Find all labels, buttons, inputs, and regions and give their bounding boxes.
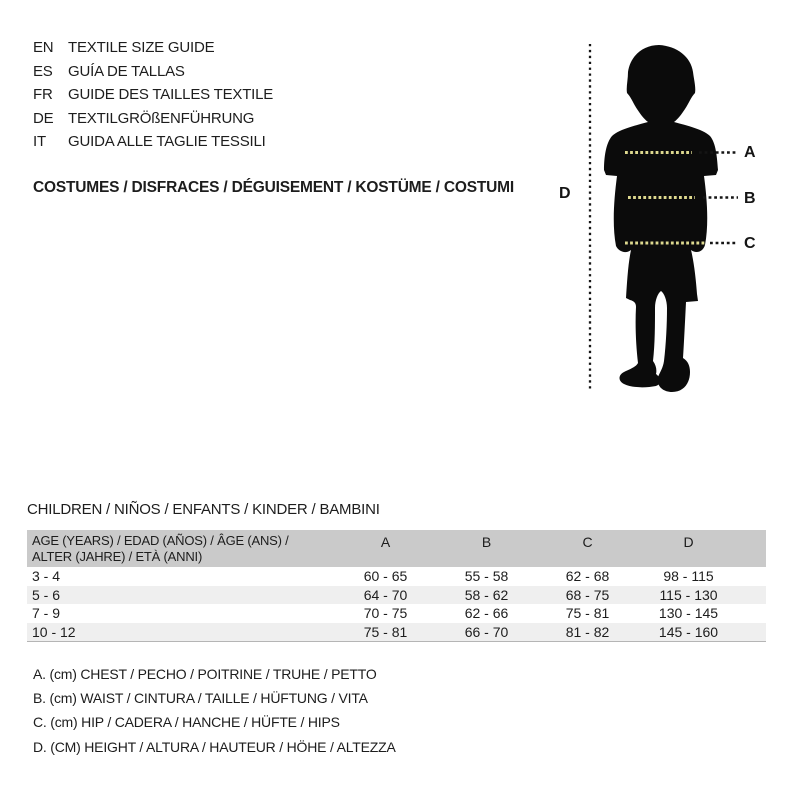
measure-label-a: A [744, 144, 756, 161]
hip-cell: 62 - 68 [565, 568, 610, 585]
waist-cell: 55 - 58 [464, 568, 509, 585]
age-header-line2: ALTER (JAHRE) / ETÀ (ANNI) [32, 548, 203, 564]
table-section-title: CHILDREN / NIÑOS / ENFANTS / KINDER / BA… [27, 501, 380, 518]
age-header-line1: AGE (YEARS) / EDAD (AÑOS) / ÂGE (ANS) / [32, 533, 289, 548]
chest-cell: 60 - 65 [363, 568, 408, 585]
lang-row-fr: FR GUIDE DES TAILLES TEXTILE [33, 83, 273, 107]
legend-item-height: D. (CM) HEIGHT / ALTURA / HAUTEUR / HÖHE… [33, 738, 396, 755]
language-guide-list: EN TEXTILE SIZE GUIDE ES GUÍA DE TALLAS … [33, 36, 273, 154]
hip-cell: 68 - 75 [565, 586, 610, 603]
chest-cell: 64 - 70 [363, 586, 408, 603]
legend-item-chest: A. (cm) CHEST / PECHO / POITRINE / TRUHE… [33, 666, 377, 682]
lang-row-en: EN TEXTILE SIZE GUIDE [33, 36, 273, 60]
chest-cell: 70 - 75 [363, 605, 408, 622]
lang-label: TEXTILGRÖßENFÜHRUNG [68, 109, 255, 127]
age-cell: 10 - 12 [32, 623, 76, 640]
column-header-b: B [481, 534, 492, 550]
size-table: AGE (YEARS) / EDAD (AÑOS) / ÂGE (ANS) / … [27, 530, 766, 642]
lang-label: GUIDE DES TAILLES TEXTILE [68, 86, 274, 103]
lang-label: GUIDA ALLE TAGLIE TESSILI [68, 133, 266, 150]
height-cell: 145 - 160 [658, 623, 719, 640]
lang-code: IT [33, 133, 46, 150]
legend-item-hip: C. (cm) HIP / CADERA / HANCHE / HÜFTE / … [33, 714, 340, 731]
lang-code: EN [33, 39, 54, 56]
lang-code: ES [33, 62, 53, 80]
table-row: 10 - 12 75 - 81 66 - 70 81 - 82 145 - 16… [27, 622, 766, 641]
height-cell: 115 - 130 [659, 586, 718, 603]
hip-cell: 81 - 82 [565, 623, 610, 640]
legend-item-waist: B. (cm) WAIST / CINTURA / TAILLE / HÜFTU… [33, 690, 368, 707]
child-silhouette [604, 45, 718, 392]
waist-cell: 62 - 66 [464, 605, 509, 622]
height-cell: 98 - 115 [663, 568, 714, 585]
height-cell: 130 - 145 [658, 605, 719, 622]
column-header-d: D [683, 534, 694, 550]
column-header-c: C [582, 534, 593, 550]
measure-label-c: C [744, 235, 756, 252]
lang-label: TEXTILE SIZE GUIDE [68, 39, 215, 56]
age-column-header: AGE (YEARS) / EDAD (AÑOS) / ÂGE (ANS) / … [27, 530, 335, 567]
measure-label-b: B [744, 190, 756, 207]
size-table-header-row: AGE (YEARS) / EDAD (AÑOS) / ÂGE (ANS) / … [27, 530, 766, 567]
lang-row-de: DE TEXTILGRÖßENFÜHRUNG [33, 107, 273, 131]
table-row: 3 - 4 60 - 65 55 - 58 62 - 68 98 - 115 [27, 567, 766, 586]
waist-cell: 66 - 70 [464, 623, 509, 640]
table-row: 7 - 9 70 - 75 62 - 66 75 - 81 130 - 145 [27, 604, 766, 623]
chest-cell: 75 - 81 [363, 623, 408, 640]
measurement-legend: A. (cm) CHEST / PECHO / POITRINE / TRUHE… [33, 662, 396, 759]
waist-cell: 58 - 62 [464, 586, 509, 603]
lang-label: GUÍA DE TALLAS [68, 62, 185, 80]
lang-code: DE [33, 109, 54, 127]
age-cell: 7 - 9 [32, 605, 61, 622]
age-cell: 3 - 4 [32, 568, 61, 585]
lang-row-it: IT GUIDA ALLE TAGLIE TESSILI [33, 130, 273, 154]
hip-cell: 75 - 81 [565, 605, 610, 622]
age-cell: 5 - 6 [32, 586, 61, 603]
category-title: COSTUMES / DISFRACES / DÉGUISEMENT / KOS… [33, 179, 514, 196]
table-row: 5 - 6 64 - 70 58 - 62 68 - 75 115 - 130 [27, 585, 766, 604]
measure-label-d: D [559, 185, 571, 202]
lang-row-es: ES GUÍA DE TALLAS [33, 60, 273, 84]
column-header-a: A [380, 534, 391, 550]
lang-code: FR [33, 86, 53, 103]
